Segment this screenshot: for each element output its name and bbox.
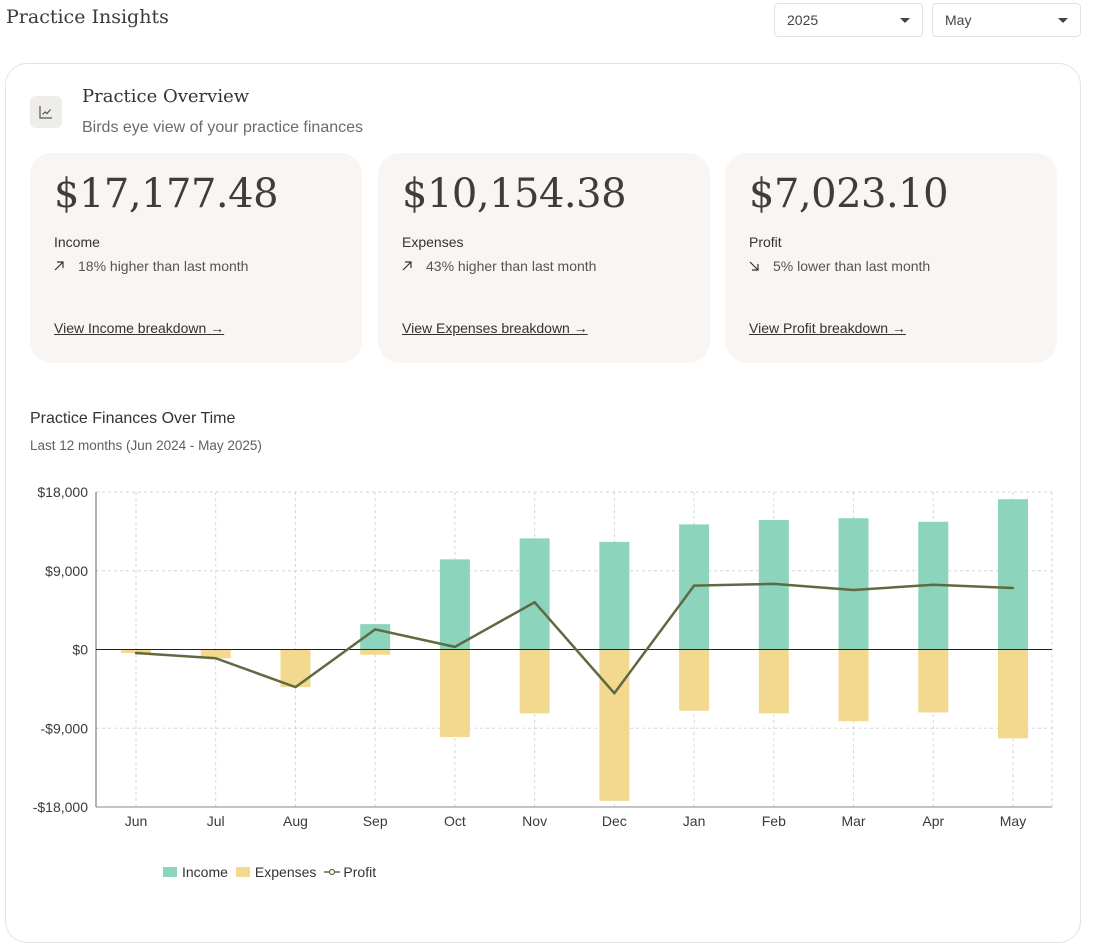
x-tick-label: Jun [125, 813, 148, 829]
chevron-down-icon [1058, 17, 1068, 23]
x-tick-label: Nov [522, 813, 547, 829]
expenses-card: $10,154.38 Expenses 43% higher than last… [378, 153, 710, 363]
profit-point [1011, 586, 1015, 590]
legend-expenses-swatch [235, 867, 250, 877]
profit-point [613, 692, 616, 695]
profit-line [135, 582, 1014, 695]
x-tick-label: Dec [602, 813, 627, 829]
profit-point [932, 583, 935, 586]
y-tick-label: $0 [72, 642, 88, 658]
x-tick-label: Jan [683, 813, 706, 829]
profit-card: $7,023.10 Profit 5% lower than last mont… [725, 153, 1057, 363]
year-select-value: 2025 [787, 12, 819, 28]
month-select[interactable]: May [932, 3, 1081, 37]
profit-point [453, 645, 457, 649]
chart-subtitle: Last 12 months (Jun 2024 - May 2025) [30, 438, 262, 453]
line-chart-icon [30, 96, 62, 128]
profit-label: Profit [749, 234, 782, 250]
x-tick-label: Jul [207, 813, 225, 829]
expenses-trend: 43% higher than last month [402, 258, 596, 274]
profit-amount: $7,023.10 [749, 171, 949, 217]
profit-point [134, 651, 138, 655]
profit-point [214, 657, 217, 660]
expenses-bar [360, 649, 391, 655]
x-tick-label: Feb [762, 813, 786, 829]
income-bar [599, 541, 630, 650]
x-tick-label: Mar [841, 813, 865, 829]
income-amount: $17,177.48 [54, 171, 279, 217]
legend-profit-swatch [324, 868, 341, 876]
legend-profit[interactable]: Profit [324, 864, 376, 880]
profit-point [852, 588, 855, 592]
finances-chart: $18,000 $9,000 $0 -$9,000 -$18,000 Jun Jul Aug S… [33, 484, 1053, 829]
expenses-bar [998, 649, 1028, 739]
legend-income-label: Income [182, 864, 228, 880]
income-card: $17,177.48 Income 18% higher than last m… [30, 153, 362, 363]
arrow-up-right-icon [54, 261, 64, 271]
expenses-bar [280, 649, 311, 688]
legend-income[interactable]: Income [163, 864, 228, 880]
y-tick-label: -$9,000 [41, 720, 89, 736]
profit-point [294, 685, 297, 689]
chevron-down-icon [900, 17, 910, 23]
expenses-bar [200, 649, 231, 659]
income-bar [998, 499, 1028, 650]
income-bar [519, 538, 550, 650]
profit-point [533, 601, 536, 604]
expenses-trend-text: 43% higher than last month [426, 258, 597, 274]
chart-title: Practice Finances Over Time [30, 410, 236, 427]
arrow-down-right-icon [749, 261, 759, 271]
view-profit-breakdown-link[interactable]: View Profit breakdown → [749, 320, 906, 336]
page-title: Practice Insights [6, 6, 169, 28]
profit-point [772, 582, 776, 586]
income-bar [838, 518, 869, 650]
overview-title: Practice Overview [82, 86, 250, 107]
expenses-label: Expenses [402, 234, 464, 250]
expenses-bar [519, 649, 550, 714]
legend-profit-label: Profit [343, 864, 377, 880]
practice-overview-card: Practice Overview Birds eye view of your… [5, 63, 1081, 943]
x-tick-label: May [1000, 813, 1026, 829]
y-tick-label: -$18,000 [33, 799, 88, 815]
view-expenses-breakdown-link[interactable]: View Expenses breakdown → [402, 320, 588, 336]
expenses-amount: $10,154.38 [402, 171, 627, 217]
x-tick-label: Oct [444, 813, 466, 829]
month-select-value: May [945, 12, 972, 28]
view-income-breakdown-link[interactable]: View Income breakdown → [54, 320, 225, 336]
chart-legend: Income Expenses Profit [163, 864, 384, 880]
income-trend-text: 18% higher than last month [78, 258, 249, 274]
profit-trend: 5% lower than last month [749, 258, 930, 274]
profit-point [692, 584, 696, 587]
expenses-bar [758, 649, 789, 714]
y-tick-label: $9,000 [45, 563, 88, 579]
profit-point [373, 628, 377, 631]
expenses-bar [599, 649, 630, 801]
overview-subtitle: Birds eye view of your practice finances [82, 119, 364, 136]
expenses-bar [679, 649, 710, 711]
expenses-bar [121, 649, 151, 653]
x-tick-label: Sep [363, 813, 388, 829]
expenses-bar [838, 649, 869, 722]
income-bar [439, 559, 470, 650]
income-label: Income [54, 234, 100, 250]
arrow-up-right-icon [402, 261, 412, 271]
year-select[interactable]: 2025 [774, 3, 923, 37]
y-tick-label: $18,000 [37, 484, 88, 500]
legend-income-swatch [163, 867, 177, 877]
legend-expenses-label: Expenses [254, 864, 317, 880]
expenses-bar [439, 649, 470, 737]
x-tick-label: Aug [283, 813, 308, 829]
legend-expenses[interactable]: Expenses [235, 864, 317, 880]
income-trend: 18% higher than last month [54, 258, 248, 274]
profit-trend-text: 5% lower than last month [773, 258, 931, 274]
expenses-bar [918, 649, 949, 713]
x-tick-label: Apr [922, 813, 944, 829]
